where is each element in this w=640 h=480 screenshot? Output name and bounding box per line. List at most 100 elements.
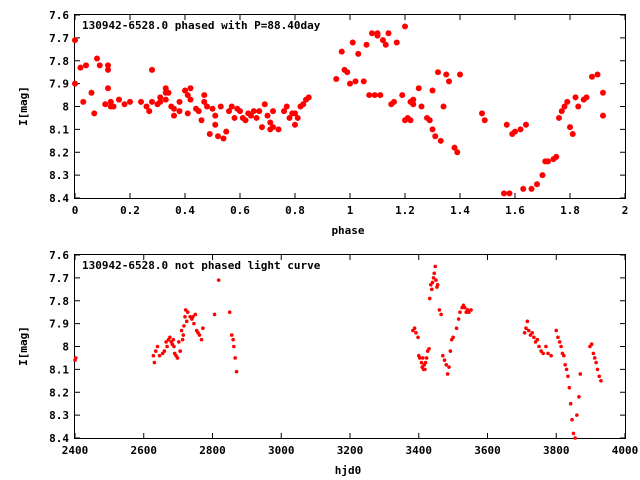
data-point (564, 367, 569, 372)
data-point (153, 349, 158, 353)
data-point (171, 337, 176, 342)
data-point (305, 94, 312, 101)
data-point (248, 112, 254, 119)
data-point (567, 124, 573, 131)
unphased-light-curve-chart: 130942-6528.0 not phased light curve hjd… (17, 249, 638, 477)
data-point (360, 78, 367, 85)
data-points (73, 264, 603, 440)
x-tick-label: 3600 (474, 444, 501, 457)
data-point (157, 98, 164, 105)
data-point (421, 356, 425, 360)
data-point (171, 112, 177, 119)
data-point (201, 92, 208, 99)
data-point (283, 103, 290, 110)
data-point (414, 330, 418, 335)
data-point (220, 135, 227, 142)
data-point (338, 48, 345, 55)
data-point (451, 144, 458, 151)
data-point (385, 30, 392, 37)
data-point (184, 319, 189, 324)
data-point (402, 23, 408, 30)
data-point (183, 314, 187, 319)
data-point (437, 137, 444, 144)
x-tick-label: 1 (347, 204, 354, 217)
data-point (206, 130, 213, 137)
data-point (454, 326, 459, 331)
data-point (177, 340, 181, 344)
data-point (591, 351, 596, 356)
data-point (377, 92, 384, 99)
data-point (437, 308, 442, 312)
data-point (410, 101, 417, 108)
data-point (233, 356, 237, 360)
data-point (532, 335, 536, 340)
data-point (371, 92, 378, 99)
data-point (440, 103, 447, 110)
data-point (152, 360, 157, 365)
data-point (184, 92, 191, 99)
data-point (447, 365, 451, 369)
data-point (164, 340, 168, 344)
data-point (182, 87, 188, 94)
data-point (116, 96, 122, 103)
data-point (212, 312, 217, 317)
data-point (149, 98, 155, 105)
data-point (410, 96, 417, 103)
data-point (178, 349, 182, 353)
data-point (393, 39, 400, 46)
data-point (528, 185, 535, 192)
data-point (557, 340, 562, 344)
y-tick-label: 8.3 (49, 169, 69, 182)
data-point (201, 326, 205, 331)
data-point (179, 328, 184, 333)
data-point (223, 128, 230, 135)
y-tick-label: 8.2 (49, 146, 69, 159)
data-point (559, 344, 563, 349)
data-point (366, 92, 373, 99)
data-point (597, 374, 602, 379)
data-point (417, 356, 422, 360)
y-tick-label: 8 (62, 101, 69, 114)
data-point (187, 96, 194, 103)
x-tick-label: 3400 (406, 444, 433, 457)
data-point (264, 112, 271, 119)
data-point (412, 326, 417, 331)
data-point (168, 335, 172, 340)
data-point (520, 185, 527, 192)
data-point (454, 149, 461, 156)
data-point (469, 308, 473, 312)
data-point (162, 85, 169, 92)
data-point (432, 133, 439, 140)
y-tick-label: 7.6 (49, 249, 69, 262)
data-point (558, 108, 565, 115)
data-point (162, 96, 169, 103)
data-point (193, 312, 198, 317)
data-point (442, 358, 447, 363)
data-point (162, 349, 167, 353)
y-tick-label: 8.4 (49, 192, 69, 205)
data-point (226, 108, 232, 115)
x-tick-label: 0.6 (230, 204, 250, 217)
data-point (575, 103, 582, 110)
data-point (592, 356, 597, 360)
data-point (281, 108, 287, 115)
data-point (157, 353, 162, 358)
data-point (259, 124, 265, 131)
data-point (524, 326, 528, 331)
y-tick-label: 7.6 (49, 9, 69, 22)
y-tick-label: 8 (62, 341, 69, 354)
data-point (300, 101, 307, 108)
data-point (121, 101, 128, 108)
data-point (363, 41, 370, 48)
data-point (292, 110, 298, 117)
x-tick-label: 3200 (337, 444, 364, 457)
data-point (525, 319, 530, 324)
data-point (204, 103, 210, 110)
x-tick-label: 0.8 (285, 204, 305, 217)
data-point (172, 344, 176, 349)
data-point (77, 64, 84, 71)
data-point (105, 85, 111, 92)
data-point (537, 344, 541, 349)
data-point (107, 98, 114, 105)
data-point (539, 172, 546, 179)
